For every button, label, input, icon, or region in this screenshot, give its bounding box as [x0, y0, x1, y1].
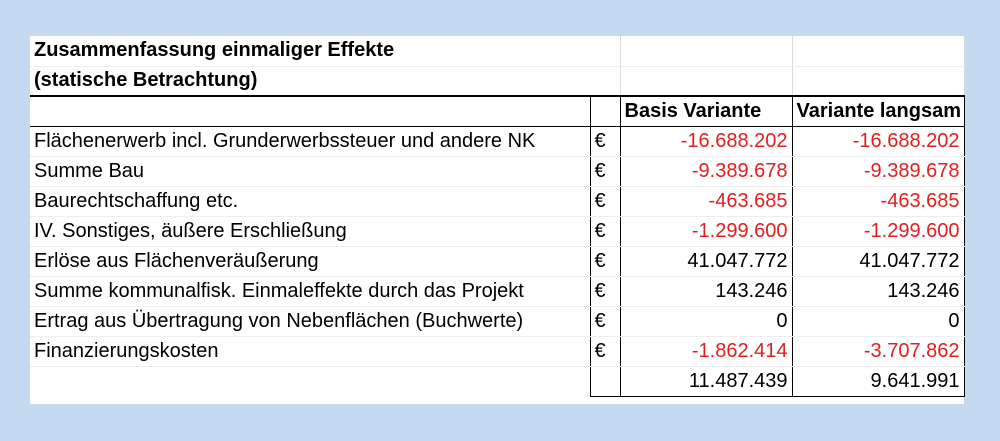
basis-value-cell[interactable]: 143.246 [620, 276, 793, 307]
empty-cell[interactable] [590, 36, 621, 67]
table-row: Finanzierungskosten € -1.862.414 -3.707.862 [30, 336, 965, 367]
langsam-value-cell[interactable]: -9.389.678 [792, 156, 965, 187]
table-row: IV. Sonstiges, äußere Erschließung € -1.29… [30, 216, 965, 247]
row-label[interactable]: Flächenerwerb incl. Grunderwerbssteuer u… [30, 126, 590, 157]
column-header-langsam[interactable]: Variante langsam [792, 95, 965, 127]
row-label[interactable]: Summe Bau [30, 156, 590, 187]
empty-cell[interactable] [620, 66, 793, 97]
empty-cell[interactable] [792, 36, 965, 67]
basis-value-cell[interactable]: -1.862.414 [620, 336, 793, 367]
basis-value-cell[interactable]: 0 [620, 306, 793, 337]
basis-value-cell[interactable]: -1.299.600 [620, 216, 793, 247]
langsam-value-cell[interactable]: -1.299.600 [792, 216, 965, 247]
summary-table: Zusammenfassung einmaliger Effekte (stat… [30, 36, 965, 397]
langsam-value-cell[interactable]: -16.688.202 [792, 126, 965, 157]
totals-row: 11.487.439 9.641.991 [30, 365, 965, 397]
column-header-row: Basis Variante Variante langsam [30, 95, 965, 127]
empty-cell[interactable] [30, 366, 590, 396]
row-label[interactable]: Summe kommunalfisk. Einmaleffekte durch … [30, 276, 590, 307]
langsam-value-cell[interactable]: 0 [792, 306, 965, 337]
currency-cell[interactable]: € [589, 336, 621, 367]
empty-cell[interactable] [589, 365, 621, 397]
currency-cell[interactable]: € [589, 186, 621, 217]
currency-cell[interactable]: € [589, 246, 621, 277]
empty-header-cell[interactable] [30, 95, 590, 127]
currency-cell[interactable]: € [589, 306, 621, 337]
table-row: Flächenerwerb incl. Grunderwerbssteuer u… [30, 126, 965, 157]
table-title-line2[interactable]: (statische Betrachtung) [30, 66, 590, 97]
row-label[interactable]: Baurechtschaffung etc. [30, 186, 590, 217]
empty-cell[interactable] [792, 66, 965, 97]
table-row: Erlöse aus Flächenveräußerung €41.047.772… [30, 246, 965, 277]
table-row: Baurechtschaffung etc. € -463.685 -463.685 [30, 186, 965, 217]
empty-header-cell[interactable] [589, 95, 621, 127]
title-row-2: (statische Betrachtung) [30, 66, 965, 97]
langsam-value-cell[interactable]: -463.685 [792, 186, 965, 217]
table-row: Summe kommunalfisk. Einmaleffekte durch … [30, 276, 965, 307]
basis-value-cell[interactable]: -9.389.678 [620, 156, 793, 187]
langsam-value-cell[interactable]: 143.246 [792, 276, 965, 307]
row-label[interactable]: Finanzierungskosten [30, 336, 590, 367]
total-basis-cell[interactable]: 11.487.439 [620, 365, 793, 397]
title-row-1: Zusammenfassung einmaliger Effekte [30, 36, 965, 67]
basis-value-cell[interactable]: -16.688.202 [620, 126, 793, 157]
row-label[interactable]: Erlöse aus Flächenveräußerung [30, 246, 590, 277]
table-title-line1[interactable]: Zusammenfassung einmaliger Effekte [30, 36, 590, 67]
currency-cell[interactable]: € [589, 156, 621, 187]
langsam-value-cell[interactable]: -3.707.862 [792, 336, 965, 367]
basis-value-cell[interactable]: -463.685 [620, 186, 793, 217]
langsam-value-cell[interactable]: 41.047.772 [792, 246, 965, 277]
table-row: Ertrag aus Übertragung von Nebenflächen … [30, 306, 965, 337]
currency-cell[interactable]: € [589, 216, 621, 247]
row-label[interactable]: Ertrag aus Übertragung von Nebenflächen … [30, 306, 590, 337]
row-label[interactable]: IV. Sonstiges, äußere Erschließung [30, 216, 590, 247]
spreadsheet-table-area: Zusammenfassung einmaliger Effekte (stat… [30, 36, 965, 404]
basis-value-cell[interactable]: 41.047.772 [620, 246, 793, 277]
column-header-basis[interactable]: Basis Variante [620, 95, 793, 127]
total-langsam-cell[interactable]: 9.641.991 [792, 365, 965, 397]
table-row: Summe Bau € -9.389.678 -9.389.678 [30, 156, 965, 187]
empty-cell[interactable] [620, 36, 793, 67]
empty-cell[interactable] [590, 66, 621, 97]
currency-cell[interactable]: € [589, 126, 621, 157]
currency-cell[interactable]: € [589, 276, 621, 307]
